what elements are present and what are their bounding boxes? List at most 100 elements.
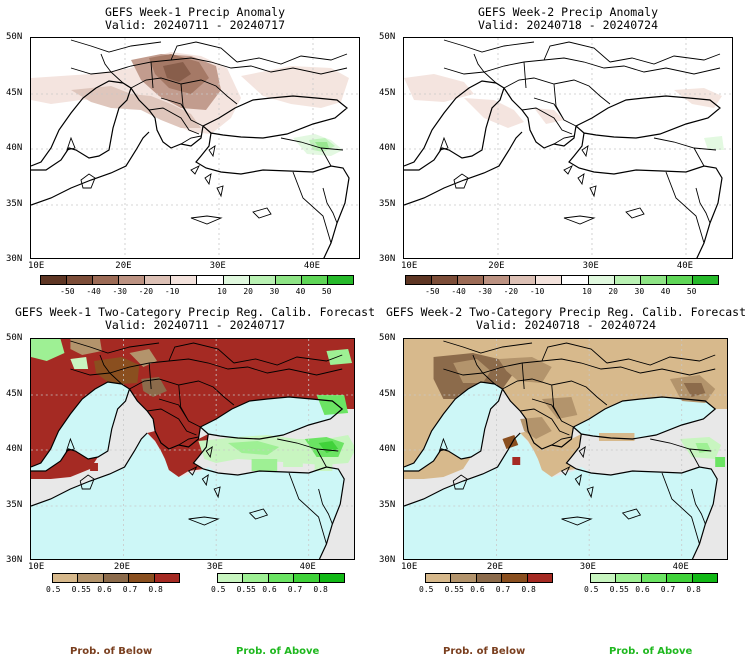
- lon-label: 40E: [676, 261, 694, 271]
- colorbar-tick-label: 0.5: [46, 585, 61, 594]
- colorbar-swatch: [502, 574, 528, 582]
- panel-3-map: [30, 338, 355, 560]
- anomaly-colorbar-week-1: [40, 275, 354, 285]
- lat-label: 45N: [379, 87, 396, 98]
- panel-2-map: [403, 37, 733, 259]
- colorbar-swatch: [154, 574, 180, 582]
- colorbar-tick-label: 0.55: [236, 585, 256, 594]
- lat-label: 40N: [6, 143, 23, 153]
- colorbar-swatch: [294, 574, 320, 582]
- colorbar-tick-label: -10: [164, 287, 180, 296]
- colorbar-swatch: [692, 276, 718, 284]
- lat-label: 30N: [379, 254, 396, 264]
- prob-above-label-2: Prob. of Above: [609, 646, 693, 657]
- lat-label: 30N: [379, 555, 396, 565]
- colorbar-swatch: [406, 276, 433, 284]
- colorbar-swatch: [591, 574, 617, 582]
- colorbar-tick-label: 0.6: [262, 585, 277, 594]
- colorbar-tick-label: -50: [425, 287, 440, 296]
- colorbar-swatch: [319, 574, 345, 582]
- lat-label: 50N: [379, 333, 396, 343]
- colorbar-tick-label: -40: [86, 287, 101, 296]
- lat-label: 35N: [6, 198, 23, 209]
- colorbar-swatch: [667, 574, 693, 582]
- anomaly-map-week-1: [31, 38, 359, 258]
- lon-label: 10E: [28, 562, 45, 572]
- panel-4-title-text: GEFS Week-2 Two-Category Precip Reg. Cal…: [385, 305, 747, 319]
- colorbar-tick-label: 20: [243, 287, 253, 296]
- colorbar-swatch: [171, 276, 198, 284]
- colorbar-swatch: [562, 276, 589, 284]
- colorbar-swatch: [692, 574, 718, 582]
- colorbar-swatch: [484, 276, 511, 284]
- lon-label: 10E: [401, 261, 418, 271]
- panel-3-title-text: GEFS Week-1 Two-Category Precip Reg. Cal…: [14, 305, 376, 319]
- colorbar-swatch: [275, 276, 302, 284]
- colorbar-swatch: [53, 574, 79, 582]
- lat-label: 50N: [6, 333, 23, 343]
- lat-label: 50N: [6, 32, 23, 42]
- colorbar-swatch: [243, 574, 269, 582]
- lon-label: 20E: [113, 562, 131, 572]
- colorbar-swatch: [129, 574, 155, 582]
- colorbar-swatch: [510, 276, 537, 284]
- colorbar-tick-label: 10: [217, 287, 227, 296]
- colorbar-tick-label: -30: [112, 287, 127, 296]
- colorbar-tick-label: 0.8: [686, 585, 701, 594]
- panel-1-title: GEFS Week-1 Precip Anomaly Valid: 202407…: [30, 6, 360, 32]
- panel-4-valid-text: Valid: 20240718 - 20240724: [475, 318, 656, 332]
- colorbar-swatch: [249, 276, 276, 284]
- colorbar-swatch: [67, 276, 94, 284]
- lon-label: 40E: [303, 261, 321, 271]
- lat-label: 30N: [6, 555, 23, 565]
- colorbar-tick-label: 50: [321, 287, 332, 296]
- colorbar-tick-label: 0.55: [444, 585, 464, 594]
- lat-label: 50N: [379, 32, 396, 42]
- colorbar-swatch: [103, 574, 130, 582]
- panel-4-title: GEFS Week-2 Two-Category Precip Reg. Cal…: [380, 306, 752, 332]
- colorbar-tick-label: 0.55: [71, 585, 91, 594]
- colorbar-swatch: [301, 276, 328, 284]
- colorbar-swatch: [223, 276, 250, 284]
- colorbar-tick-label: 0.5: [211, 585, 226, 594]
- colorbar-swatch: [145, 276, 172, 284]
- colorbar-tick-label: 50: [686, 287, 697, 296]
- above-colorbar-week-1: [217, 573, 345, 583]
- colorbar-swatch: [197, 276, 224, 284]
- colorbar-tick-label: 0.6: [97, 585, 112, 594]
- colorbar-swatch: [614, 276, 641, 284]
- colorbar-tick-label: -20: [503, 287, 519, 296]
- panel-2-title: GEFS Week-2 Precip Anomaly Valid: 202407…: [403, 6, 733, 32]
- colorbar-swatch: [458, 276, 485, 284]
- anomaly-map-week-2: [404, 38, 732, 258]
- lat-label: 40N: [6, 444, 23, 454]
- colorbar-tick-label: 0.5: [584, 585, 599, 594]
- colorbar-swatch: [641, 574, 668, 582]
- colorbar-tick-label: 0.6: [635, 585, 650, 594]
- colorbar-swatch: [451, 574, 477, 582]
- colorbar-tick-label: 40: [295, 287, 306, 296]
- lat-label: 35N: [379, 198, 396, 209]
- lat-label: 45N: [6, 87, 23, 98]
- lat-label: 30N: [6, 254, 23, 264]
- colorbar-swatch: [666, 276, 693, 284]
- panel-3-title: GEFS Week-1 Two-Category Precip Reg. Cal…: [5, 306, 385, 332]
- colorbar-swatch: [432, 276, 459, 284]
- lat-label: 45N: [6, 388, 23, 399]
- prob-below-label-2: Prob. of Below: [443, 646, 526, 657]
- lon-label: 40E: [672, 562, 689, 572]
- panel-1-title-text: GEFS Week-1 Precip Anomaly: [104, 5, 285, 19]
- colorbar-tick-label: 40: [660, 287, 671, 296]
- colorbar-tick-label: -30: [477, 287, 492, 296]
- lon-label: 30E: [209, 261, 226, 271]
- lon-label: 20E: [486, 562, 504, 572]
- colorbar-swatch: [327, 276, 353, 284]
- lat-label: 40N: [379, 444, 396, 454]
- colorbar-swatch: [527, 574, 553, 582]
- colorbar-swatch: [426, 574, 452, 582]
- panel-1-map: [30, 37, 360, 259]
- lon-label: 20E: [115, 261, 132, 271]
- colorbar-tick-label: 30: [634, 287, 645, 296]
- panel-1-valid-text: Valid: 20240711 - 20240717: [104, 18, 285, 32]
- anomaly-colorbar-week-2: [405, 275, 719, 285]
